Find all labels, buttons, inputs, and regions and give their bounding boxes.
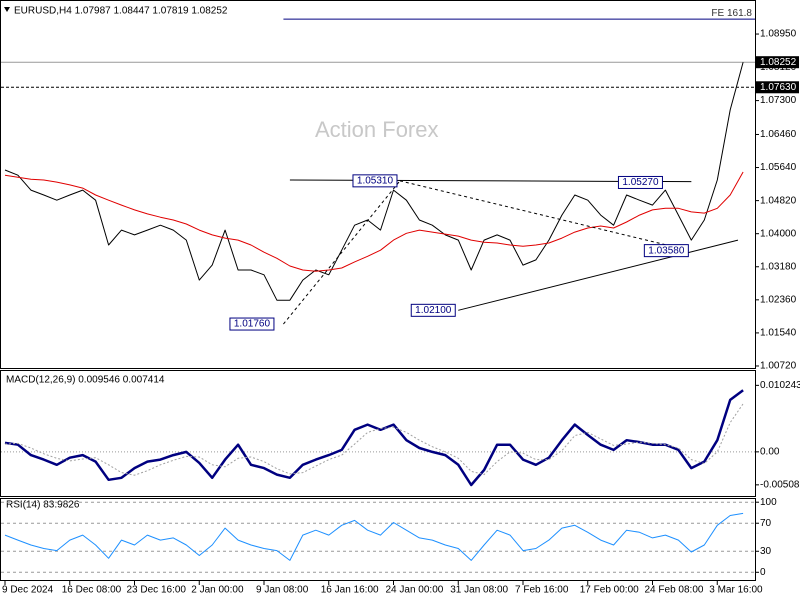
- pivot-label: 1.02100: [415, 305, 452, 316]
- pivot-label: 1.05310: [357, 175, 394, 186]
- y-tick-label: 1.04820: [760, 195, 797, 206]
- y-tick-label: 30: [760, 546, 772, 557]
- pivot-box: [643, 244, 689, 258]
- rsi-panel: [0, 498, 756, 581]
- series-line: [4, 171, 744, 272]
- x-tick-label: 3 Mar 16:00: [709, 585, 763, 596]
- pivot-label: 1.01760: [234, 319, 271, 330]
- y-tick-label: 1.05640: [760, 162, 797, 173]
- panel-title: RSI(14) 83.9826: [6, 500, 80, 511]
- panel-title: MACD(12,26,9) 0.009546 0.007414: [6, 375, 165, 386]
- macd-panel: [0, 370, 756, 497]
- y-tick-label: 1.01540: [760, 328, 797, 339]
- trendline: [458, 239, 739, 311]
- price-tag-label: 1.07630: [760, 82, 797, 93]
- pivot-box: [229, 317, 275, 331]
- series-line: [4, 403, 744, 476]
- price-tag: [756, 56, 799, 69]
- panel-title: EURUSD,H4 1.07987 1.08447 1.07819 1.0825…: [14, 6, 228, 17]
- trendline: [399, 180, 691, 252]
- trendline: [283, 180, 401, 325]
- x-tick-label: 24 Feb 08:00: [645, 585, 704, 596]
- y-tick-label: 0.00: [760, 446, 780, 457]
- pivot-box: [617, 175, 663, 189]
- x-tick-label: 9 Jan 08:00: [256, 585, 309, 596]
- x-tick-label: 16 Dec 08:00: [62, 585, 122, 596]
- y-tick-label: 1.03180: [760, 261, 797, 272]
- price-tag-label: 1.08252: [760, 57, 797, 68]
- y-tick-label: 70: [760, 518, 772, 529]
- price-tag: [756, 81, 799, 94]
- y-tick-label: 1.04000: [760, 228, 797, 239]
- pivot-label: 1.05270: [622, 177, 659, 188]
- y-tick-label: 1.00720: [760, 361, 797, 372]
- x-tick-label: 17 Feb 00:00: [580, 585, 639, 596]
- x-tick-label: 31 Jan 08:00: [450, 585, 508, 596]
- y-tick-label: 1.07300: [760, 95, 797, 106]
- x-tick-label: 7 Feb 16:00: [515, 585, 569, 596]
- pivot-label: 1.03580: [648, 245, 685, 256]
- price-panel: [0, 0, 756, 369]
- x-tick-label: 16 Jan 16:00: [321, 585, 379, 596]
- y-tick-label: 1.02360: [760, 294, 797, 305]
- y-tick-label: 0.010243: [760, 380, 800, 391]
- level-label: FE 161.8: [711, 8, 752, 19]
- watermark: Action Forex: [315, 117, 439, 142]
- y-tick-label: 100: [760, 497, 777, 508]
- pivot-box: [410, 303, 456, 317]
- series-line: [4, 62, 744, 301]
- y-tick-label: 0: [760, 567, 766, 578]
- x-tick-label: 23 Dec 16:00: [127, 585, 187, 596]
- y-tick-label: 1.08950: [760, 29, 797, 40]
- x-tick-label: 24 Jan 00:00: [386, 585, 444, 596]
- menu-arrow: [4, 7, 10, 12]
- x-tick-label: 9 Dec 2024: [2, 585, 54, 596]
- y-tick-label: -0.005081: [760, 479, 800, 490]
- series-line: [4, 512, 744, 561]
- y-tick-label: 1.06460: [760, 129, 797, 140]
- x-tick-label: 2 Jan 00:00: [191, 585, 244, 596]
- pivot-box: [352, 174, 398, 188]
